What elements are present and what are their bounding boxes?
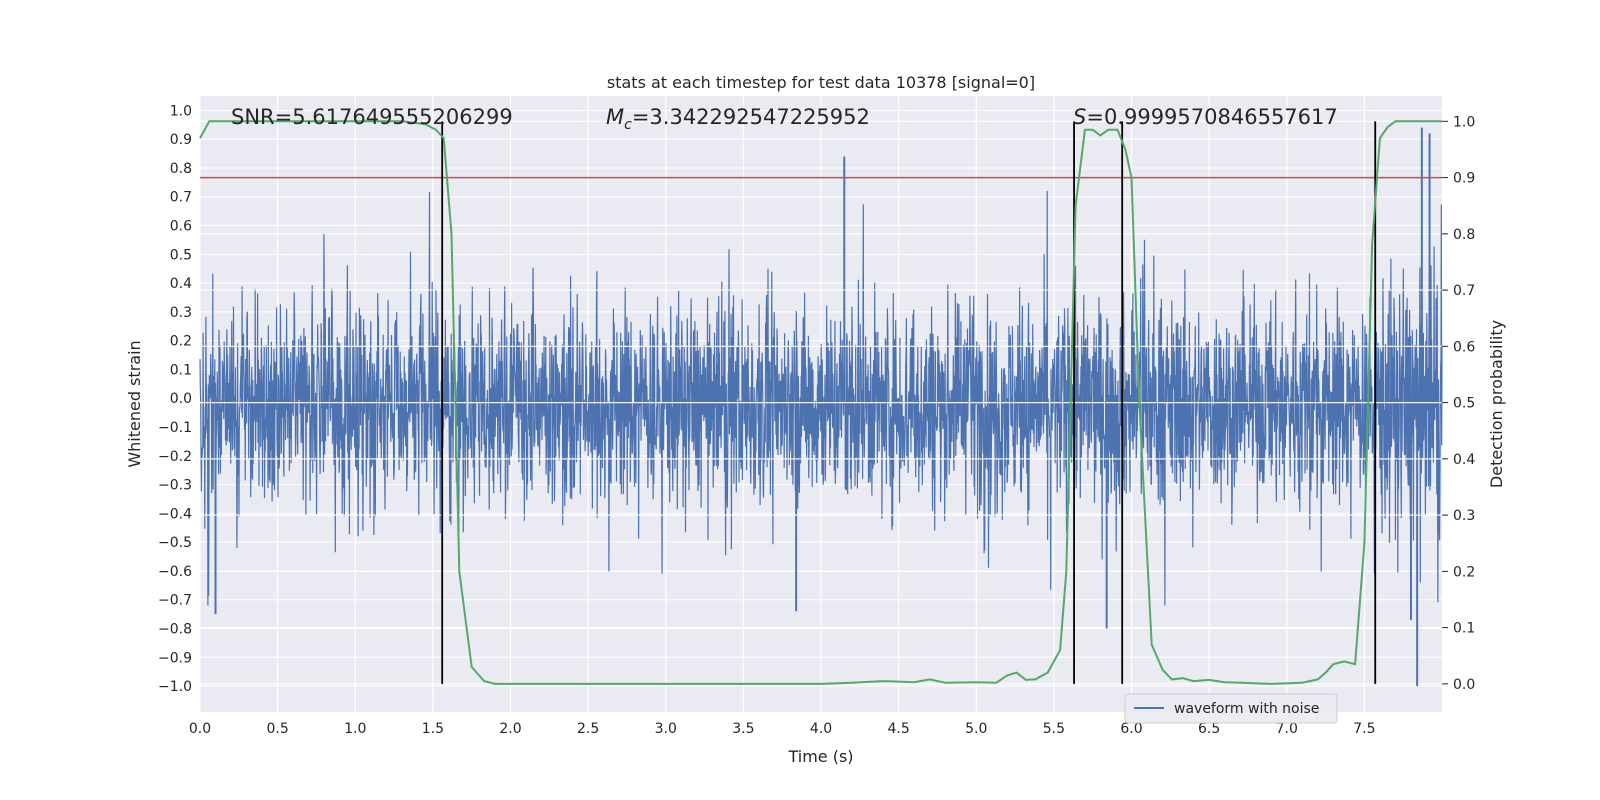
- right-y-tick-label: 0.1: [1453, 621, 1475, 637]
- left-y-tick-label: −0.6: [158, 564, 192, 580]
- x-tick-label: 7.5: [1353, 721, 1375, 737]
- right-y-tick-label: 0.2: [1453, 564, 1475, 580]
- x-tick-label: 4.0: [810, 721, 832, 737]
- mc-subscript: c: [624, 117, 632, 133]
- s-value: =0.9999570846557617: [1086, 105, 1337, 129]
- right-y-tick-label: 0.4: [1453, 452, 1475, 468]
- right-y-tick-label: 0.7: [1453, 283, 1475, 299]
- x-tick-label: 3.0: [655, 721, 677, 737]
- left-y-axis-label: Whitened strain: [125, 340, 144, 467]
- x-tick-label: 2.5: [577, 721, 599, 737]
- right-y-tick-label: 0.6: [1453, 339, 1475, 355]
- x-tick-label: 1.0: [344, 721, 366, 737]
- right-y-axis-label: Detection probability: [1487, 320, 1506, 488]
- snr-annotation: SNR=5.617649555206299: [231, 105, 513, 129]
- mc-value: =3.342292547225952: [632, 105, 870, 129]
- right-y-tick-label: 0.0: [1453, 677, 1475, 693]
- left-y-tick-label: 0.9: [170, 132, 192, 148]
- mc-symbol: M: [606, 105, 624, 129]
- x-tick-label: 3.5: [732, 721, 754, 737]
- left-y-tick-label: 1.0: [170, 103, 192, 119]
- left-y-tick-label: 0.0: [170, 391, 192, 407]
- left-y-tick-label: −0.4: [158, 506, 192, 522]
- waveform-peaks: [214, 127, 1431, 687]
- legend-label: waveform with noise: [1174, 701, 1319, 717]
- legend-box: [1124, 693, 1338, 724]
- left-y-tick-label: 0.2: [170, 334, 192, 350]
- s-symbol: S: [1073, 105, 1086, 129]
- left-y-tick-labels: 1.0 0.9 0.8 0.7 0.6 0.5 0.4 0.3 0.2 0.1 0.0 −0.1 −0.…: [158, 103, 192, 695]
- left-y-tick-label: 0.4: [170, 276, 192, 292]
- left-y-tick-label: 0.5: [170, 247, 192, 263]
- chart-title: stats at each timestep for test data 103…: [607, 73, 1035, 92]
- x-tick-label: 5.0: [965, 721, 987, 737]
- left-y-tick-label: −0.5: [158, 535, 192, 551]
- left-y-tick-label: −0.3: [158, 478, 192, 494]
- x-tick-label: 0.5: [266, 721, 288, 737]
- series-waveform-with-noise: [199, 190, 1443, 606]
- mc-annotation: Mc=3.342292547225952: [606, 105, 870, 133]
- left-y-tick-label: −0.2: [158, 449, 192, 465]
- left-y-tick-label: 0.3: [170, 305, 192, 321]
- left-y-tick-label: −1.0: [158, 679, 192, 695]
- left-y-tick-label: 0.8: [170, 161, 192, 177]
- x-tick-label: 2.0: [499, 721, 521, 737]
- right-y-tick-label: 1.0: [1453, 114, 1475, 130]
- right-y-tick-label: 0.9: [1453, 171, 1475, 187]
- x-tick-label: 6.5: [1198, 721, 1220, 737]
- right-y-gridlines-overlay: [200, 289, 1442, 516]
- x-tick-labels: 0.0 0.5 1.0 1.5 2.0 2.5 3.0 3.5 4.0 4.5 5.0 5.5 6.0 6…: [189, 721, 1376, 737]
- right-y-tick-label: 0.5: [1453, 396, 1475, 412]
- right-y-tick-label: 0.8: [1453, 227, 1475, 243]
- x-axis-label: Time (s): [787, 747, 853, 766]
- left-y-tick-label: −0.9: [158, 650, 192, 666]
- x-tick-label: 6.0: [1120, 721, 1142, 737]
- left-y-tick-label: 0.1: [170, 362, 192, 378]
- x-tick-label: 0.0: [189, 721, 211, 737]
- x-tick-label: 4.5: [887, 721, 909, 737]
- left-y-tick-label: 0.7: [170, 190, 192, 206]
- left-y-tick-label: −0.8: [158, 622, 192, 638]
- x-tick-label: 5.5: [1043, 721, 1065, 737]
- series-detection-probability: [199, 120, 1442, 685]
- left-y-tick-label: 0.6: [170, 219, 192, 235]
- x-tick-label: 1.5: [422, 721, 444, 737]
- x-tick-label: 7.0: [1276, 721, 1298, 737]
- right-y-tick-label: 0.3: [1453, 508, 1475, 524]
- left-y-tick-label: −0.7: [158, 593, 192, 609]
- s-annotation: S=0.9999570846557617: [1073, 105, 1338, 129]
- legend: waveform with noise: [1124, 693, 1338, 724]
- right-y-tick-labels: 0.0 0.1 0.2 0.3 0.4 0.5 0.6 0.7 0.8 0.9 1.0: [1442, 114, 1475, 693]
- left-y-tick-label: −0.1: [158, 420, 192, 436]
